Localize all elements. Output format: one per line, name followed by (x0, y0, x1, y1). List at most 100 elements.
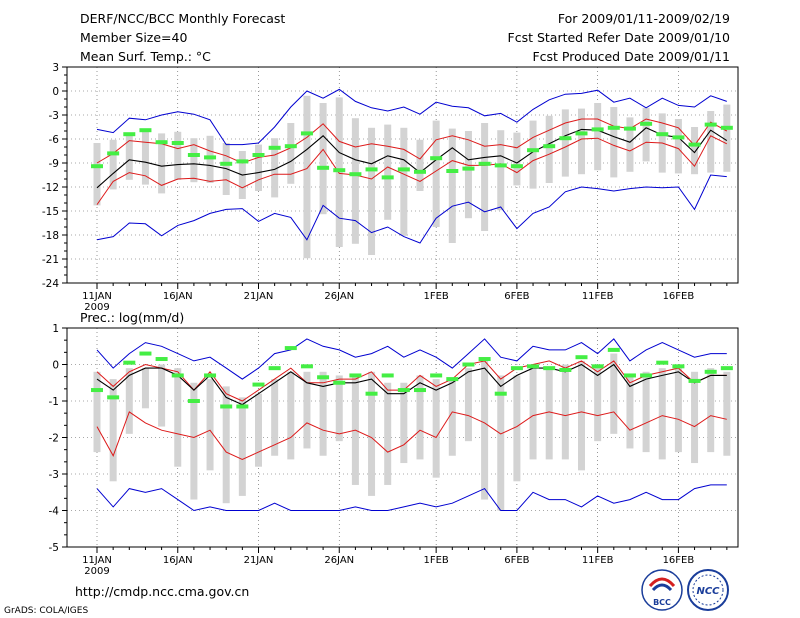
temp-box-26 (513, 132, 521, 186)
temp-box-3 (141, 130, 149, 185)
temp-obs-6 (187, 153, 200, 157)
prec-box-22 (448, 379, 456, 456)
header-left-line-3: Mean Surf. Temp.: °C (80, 49, 211, 64)
temp-xtick-sublabel-0: 2009 (84, 302, 109, 313)
prec-obs-18 (381, 373, 394, 378)
ncc-logo-icon: NCC (687, 569, 729, 611)
temp-box-33 (626, 117, 634, 172)
prec-box-37 (691, 371, 699, 464)
temp-obs-10 (252, 153, 265, 157)
header-right-line-1: For 2009/01/11-2009/02/19 (557, 11, 730, 26)
prec-obs-28 (543, 366, 556, 371)
temp-box-31 (594, 103, 602, 171)
temp-box-37 (691, 127, 699, 175)
temp-obs-0 (91, 164, 103, 169)
bcc-logo-icon: BCC (641, 569, 683, 611)
prec-ytick-label-3: -2 (49, 433, 59, 445)
temp-obs-21 (430, 156, 443, 161)
temp-ytick-label-1: 0 (52, 86, 59, 98)
prec-obs-38 (704, 369, 717, 374)
temp-box-20 (416, 139, 424, 191)
temp-box-27 (529, 120, 537, 189)
temp-obs-7 (204, 155, 217, 160)
temp-ytick-label-6: -15 (42, 206, 59, 218)
prec-line-ensemble-max (96, 338, 727, 380)
temp-box-22 (448, 128, 456, 243)
prec-box-21 (432, 379, 440, 478)
prec-box-9 (238, 397, 246, 496)
prec-obs-4 (155, 357, 168, 362)
prec-obs-20 (414, 388, 426, 393)
prec-obs-3 (139, 351, 152, 356)
temp-box-6 (190, 138, 198, 183)
prec-line-upper-quantile (96, 360, 727, 402)
prec-xtick-label-6: 11FEB (582, 555, 614, 566)
temp-box-28 (545, 115, 553, 183)
prec-box-1 (109, 379, 117, 482)
temp-plot-frame (66, 66, 739, 284)
prec-box-20 (416, 375, 424, 460)
prec-box-18 (384, 382, 392, 485)
temp-xtick-label-5: 6FEB (504, 291, 529, 302)
temp-obs-32 (607, 125, 620, 130)
prec-ytick-label-1: 0 (52, 360, 59, 372)
temp-obs-36 (672, 135, 685, 140)
header-right-line-2: Fcst Started Refer Date 2009/01/10 (507, 30, 731, 45)
temp-box-21 (432, 120, 440, 227)
prec-box-25 (497, 375, 505, 511)
prec-obs-35 (656, 360, 669, 365)
temp-box-2 (125, 132, 133, 180)
prec-box-17 (368, 371, 376, 496)
temp-line-ensemble-min (96, 174, 727, 244)
prec-obs-8 (220, 404, 233, 409)
prec-box-4 (158, 364, 166, 427)
prec-box-6 (190, 382, 198, 500)
temp-box-14 (319, 103, 327, 215)
prec-obs-21 (430, 373, 443, 378)
prec-xtick-label-1: 16JAN (163, 555, 193, 566)
temp-box-30 (578, 108, 585, 175)
prec-box-39 (723, 371, 731, 456)
prec-obs-16 (349, 373, 362, 378)
prec-obs-17 (365, 391, 378, 396)
prec-xtick-label-0: 11JAN (82, 555, 112, 566)
temp-obs-9 (236, 159, 249, 164)
prec-box-7 (206, 379, 214, 471)
prec-xtick-label-3: 26JAN (324, 555, 354, 566)
prec-box-12 (287, 371, 295, 460)
prec-obs-12 (284, 346, 297, 351)
prec-obs-34 (640, 373, 653, 378)
temp-xtick-label-0: 11JAN (82, 291, 112, 302)
prec-obs-11 (268, 366, 281, 371)
prec-box-24 (481, 357, 489, 500)
temp-obs-23 (462, 166, 475, 171)
prec-box-8 (222, 386, 230, 504)
prec-box-27 (529, 364, 537, 460)
prec-box-14 (319, 371, 327, 456)
temp-obs-29 (559, 136, 572, 141)
prec-obs-24 (478, 357, 491, 362)
prec-obs-10 (252, 382, 265, 387)
temp-box-12 (287, 123, 295, 184)
prec-obs-1 (107, 395, 120, 400)
temp-obs-37 (688, 142, 701, 147)
temp-box-5 (174, 131, 182, 180)
prec-obs-27 (527, 364, 540, 369)
temp-obs-8 (220, 161, 233, 166)
temp-box-11 (271, 138, 279, 198)
temp-obs-11 (268, 145, 281, 150)
temp-obs-31 (591, 127, 604, 132)
prec-obs-7 (204, 373, 217, 378)
temp-box-39 (723, 104, 731, 172)
grads-credit: GrADS: COLA/IGES (4, 606, 89, 616)
temp-obs-33 (623, 126, 636, 131)
temp-obs-14 (317, 165, 330, 170)
prec-obs-32 (607, 347, 620, 352)
prec-obs-0 (91, 388, 103, 393)
temp-xtick-label-7: 16FEB (663, 291, 695, 302)
header-left-line-1: DERF/NCC/BCC Monthly Forecast (80, 11, 286, 26)
temp-box-0 (93, 143, 101, 206)
prec-obs-15 (333, 380, 346, 385)
temp-ytick-label-9: -24 (42, 278, 59, 290)
